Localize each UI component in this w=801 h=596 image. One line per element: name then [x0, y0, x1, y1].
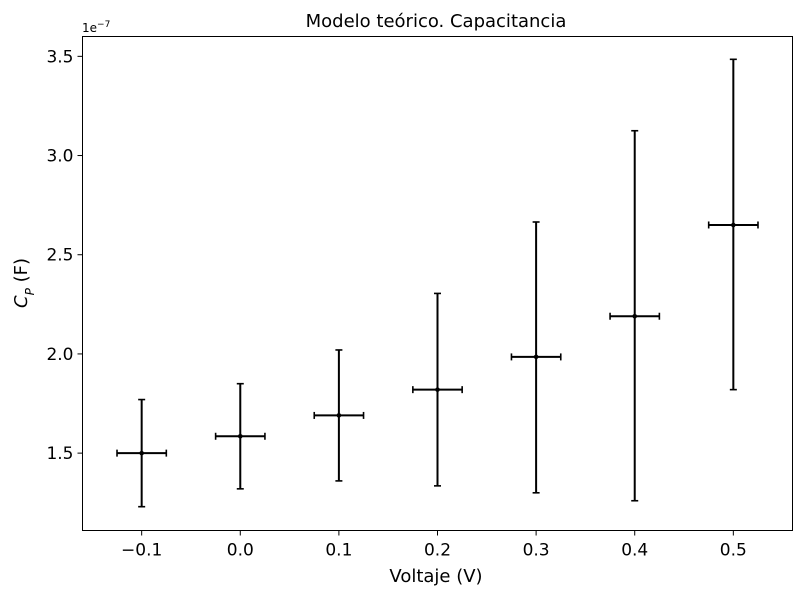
x-axis-label: Voltaje (V): [389, 566, 482, 587]
y-tick-label: 1.5: [46, 444, 73, 464]
data-point: [731, 222, 736, 228]
data-point-errorbar: [510, 221, 562, 494]
x-tick-label: 0.2: [424, 541, 451, 561]
data-point: [237, 433, 243, 439]
x-tick-label: 0.5: [720, 541, 747, 561]
y-axis-symbol: C: [11, 295, 32, 308]
y-tick-label: 2.0: [46, 345, 73, 365]
data-point-errorbar: [313, 349, 365, 482]
chart-title: Modelo teórico. Capacitancia: [306, 11, 567, 32]
x-tick-label: −0.1: [121, 541, 162, 561]
data-point: [632, 313, 638, 319]
data-point: [435, 387, 440, 392]
y-tick-label: 3.5: [46, 47, 73, 67]
data-point-errorbar: [609, 129, 661, 502]
y-axis: 1.5 2.0 2.5 3.0 3.5: [46, 47, 83, 464]
data-point: [336, 413, 342, 418]
y-offset-base: 1e: [82, 21, 97, 35]
data-point: [139, 450, 144, 456]
x-tick-label: 0.4: [621, 541, 648, 561]
data-point-errorbar: [707, 58, 759, 391]
data-point-errorbar: [116, 398, 168, 508]
y-axis-label: CP (F): [11, 258, 37, 308]
plot-area: [116, 58, 759, 508]
x-axis: −0.1 0.0 0.1 0.2 0.3 0.4 0.5: [121, 530, 747, 561]
y-offset-exponent: −7: [97, 20, 110, 30]
y-tick-label: 2.5: [46, 246, 73, 266]
data-point: [533, 354, 539, 360]
x-tick-label: 0.3: [523, 541, 550, 561]
data-point-errorbar: [214, 382, 266, 490]
y-axis-unit: (F): [11, 258, 32, 288]
x-tick-label: 0.1: [325, 541, 352, 561]
x-tick-label: 0.0: [227, 541, 254, 561]
y-axis-subscript: P: [23, 287, 37, 295]
y-tick-label: 3.0: [46, 147, 73, 167]
y-offset-label: 1e−7: [82, 20, 110, 35]
data-point-errorbar: [412, 292, 463, 487]
